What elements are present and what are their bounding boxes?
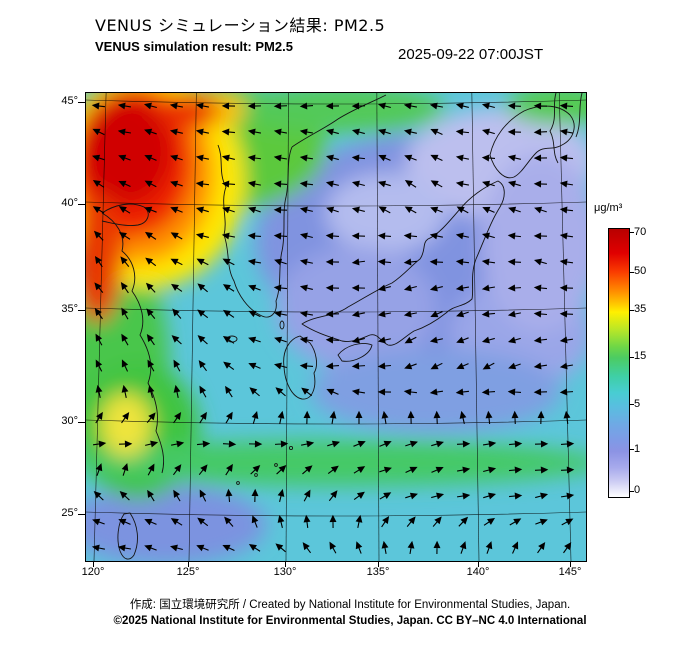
colorbar-tick-label: 50 [634, 265, 647, 278]
lon-tick-label: 145° [558, 566, 582, 578]
lon-tick-label: 140° [466, 566, 490, 578]
lon-tick-mark [188, 561, 189, 567]
lon-tick-label: 130° [273, 566, 297, 578]
colorbar-tick-label: 5 [634, 397, 641, 410]
lon-tick-mark [570, 561, 571, 567]
lat-tick-mark [78, 102, 85, 103]
lat-tick-mark [78, 204, 85, 205]
colorbar-tick-mark [629, 449, 634, 451]
timestamp: 2025-09-22 07:00JST [398, 46, 544, 63]
wind-vector-field [91, 102, 575, 555]
colorbar-tick-label: 0 [634, 484, 641, 497]
page-title-japanese: VENUS シミュレーション結果: PM2.5 [95, 16, 386, 35]
colorbar-tick-label: 70 [634, 225, 647, 238]
lat-tick-label: 40° [61, 197, 78, 209]
colorbar-tick-mark [629, 232, 634, 234]
colorbar-tick-label: 15 [634, 350, 647, 363]
colorbar-tick-mark [629, 271, 634, 273]
colorbar [608, 228, 630, 498]
pm25-map-svg [86, 93, 586, 561]
page-title-english: VENUS simulation result: PM2.5 [95, 39, 293, 54]
colorbar-tick-label: 35 [634, 303, 647, 316]
lat-tick-label: 25° [61, 507, 78, 519]
coastlines [101, 93, 583, 560]
lat-tick-mark [78, 422, 85, 423]
colorbar-tick-mark [629, 309, 634, 311]
lat-tick-mark [78, 310, 85, 311]
colorbar-tick-label: 1 [634, 442, 641, 455]
colorbar-tick-mark [629, 404, 634, 406]
map-canvas [85, 92, 587, 562]
lon-tick-label: 125° [176, 566, 200, 578]
lat-tick-label: 45° [61, 95, 78, 107]
lat-tick-label: 35° [61, 303, 78, 315]
pm25-field [86, 93, 586, 561]
colorbar-tick-mark [629, 490, 634, 492]
lat-tick-label: 30° [61, 415, 78, 427]
credit-line: 作成: 国立環境研究所 / Created by National Instit… [129, 599, 571, 611]
lon-tick-mark [285, 561, 286, 567]
colorbar-unit-label: μg/m³ [594, 202, 623, 214]
lon-tick-mark [93, 561, 94, 567]
lat-tick-mark [78, 514, 85, 515]
lon-tick-label: 135° [366, 566, 390, 578]
lon-tick-label: 120° [81, 566, 105, 578]
license-line: ©2025 National Institute for Environment… [113, 615, 587, 627]
colorbar-tick-mark [629, 356, 634, 358]
lon-tick-mark [478, 561, 479, 567]
lon-tick-mark [378, 561, 379, 567]
